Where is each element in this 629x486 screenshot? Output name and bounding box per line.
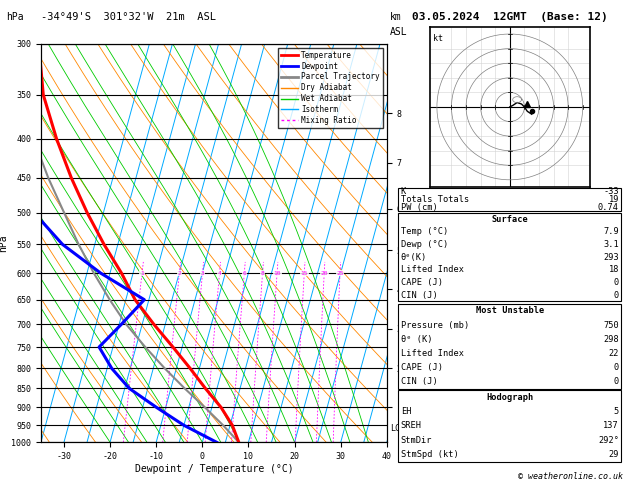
Text: CAPE (J): CAPE (J): [401, 278, 443, 287]
Y-axis label: hPa: hPa: [0, 234, 8, 252]
Text: © weatheronline.co.uk: © weatheronline.co.uk: [518, 472, 623, 481]
Text: 0.74: 0.74: [598, 203, 619, 212]
Text: 10: 10: [274, 271, 281, 276]
Text: 137: 137: [603, 421, 619, 431]
Text: CIN (J): CIN (J): [401, 377, 437, 386]
Text: Surface: Surface: [491, 215, 528, 224]
Text: Dewp (°C): Dewp (°C): [401, 240, 448, 249]
Text: 293: 293: [603, 253, 619, 261]
Text: -33: -33: [603, 188, 619, 196]
Text: K: K: [401, 188, 406, 196]
Text: EH: EH: [401, 407, 411, 416]
Text: SREH: SREH: [401, 421, 421, 431]
Text: Lifted Index: Lifted Index: [401, 349, 464, 358]
Text: LCL: LCL: [390, 424, 405, 433]
Text: 15: 15: [301, 271, 308, 276]
X-axis label: Dewpoint / Temperature (°C): Dewpoint / Temperature (°C): [135, 464, 293, 474]
Text: Most Unstable: Most Unstable: [476, 306, 544, 315]
Text: Pressure (mb): Pressure (mb): [401, 320, 469, 330]
Text: 1: 1: [140, 271, 144, 276]
Text: 5: 5: [614, 407, 619, 416]
Text: 03.05.2024  12GMT  (Base: 12): 03.05.2024 12GMT (Base: 12): [412, 12, 608, 22]
Text: 22: 22: [608, 349, 619, 358]
Text: 0: 0: [614, 278, 619, 287]
Text: 4: 4: [218, 271, 221, 276]
Text: 3: 3: [201, 271, 204, 276]
Text: CIN (J): CIN (J): [401, 291, 437, 299]
Text: km: km: [390, 12, 402, 22]
Text: θᵉ(K): θᵉ(K): [401, 253, 427, 261]
Text: StmDir: StmDir: [401, 436, 432, 445]
Text: 29: 29: [608, 450, 619, 459]
Text: -34°49'S  301°32'W  21m  ASL: -34°49'S 301°32'W 21m ASL: [41, 12, 216, 22]
Text: 7.9: 7.9: [603, 227, 619, 236]
Text: 0: 0: [614, 363, 619, 372]
Text: Lifted Index: Lifted Index: [401, 265, 464, 274]
Text: Totals Totals: Totals Totals: [401, 195, 469, 204]
Text: Hodograph: Hodograph: [486, 393, 533, 402]
Text: 20: 20: [321, 271, 328, 276]
Text: 3.1: 3.1: [603, 240, 619, 249]
Text: 292°: 292°: [598, 436, 619, 445]
Text: StmSpd (kt): StmSpd (kt): [401, 450, 459, 459]
Text: hPa: hPa: [6, 12, 24, 22]
Text: 25: 25: [337, 271, 344, 276]
Text: 750: 750: [603, 320, 619, 330]
Text: 0: 0: [614, 291, 619, 299]
Text: CAPE (J): CAPE (J): [401, 363, 443, 372]
Text: θᵉ (K): θᵉ (K): [401, 335, 432, 344]
Text: 2: 2: [177, 271, 181, 276]
Text: 298: 298: [603, 335, 619, 344]
Text: 19: 19: [608, 195, 619, 204]
Legend: Temperature, Dewpoint, Parcel Trajectory, Dry Adiabat, Wet Adiabat, Isotherm, Mi: Temperature, Dewpoint, Parcel Trajectory…: [277, 48, 383, 128]
Text: PW (cm): PW (cm): [401, 203, 437, 212]
Text: kt: kt: [433, 34, 443, 43]
Text: 8: 8: [260, 271, 264, 276]
Text: 0: 0: [614, 377, 619, 386]
Text: ASL: ASL: [390, 27, 408, 37]
Text: 18: 18: [608, 265, 619, 274]
Text: 6: 6: [242, 271, 246, 276]
Text: Temp (°C): Temp (°C): [401, 227, 448, 236]
